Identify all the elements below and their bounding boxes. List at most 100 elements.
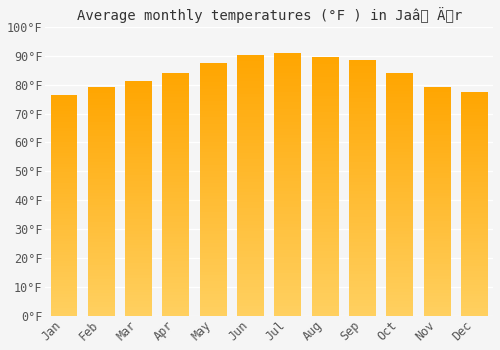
Bar [349,233,376,236]
Bar [424,135,450,138]
Bar [386,206,413,210]
Bar [125,166,152,169]
Bar [88,313,115,316]
Bar [125,189,152,193]
Bar [274,138,301,142]
Bar [424,261,450,264]
Bar [274,135,301,138]
Bar [50,167,78,169]
Bar [461,126,488,129]
Bar [424,236,450,239]
Bar [461,140,488,143]
Bar [50,214,78,216]
Bar [237,244,264,247]
Bar [162,103,190,106]
Bar [424,267,450,270]
Bar [461,260,488,263]
Bar [125,225,152,228]
Bar [200,265,226,269]
Bar [237,117,264,120]
Bar [162,252,190,255]
Bar [88,273,115,276]
Bar [461,129,488,132]
Bar [461,196,488,199]
Bar [424,153,450,155]
Bar [349,118,376,121]
Bar [237,156,264,159]
Bar [274,89,301,92]
Bar [88,310,115,313]
Bar [125,210,152,213]
Bar [237,130,264,133]
Bar [386,146,413,149]
Bar [50,177,78,181]
Bar [162,243,190,246]
Bar [312,287,338,290]
Bar [88,93,115,96]
Bar [312,232,338,235]
Bar [88,253,115,256]
Bar [200,92,226,95]
Bar [200,237,226,240]
Bar [386,137,413,140]
Bar [125,201,152,204]
Bar [88,130,115,133]
Bar [461,95,488,98]
Bar [349,191,376,195]
Bar [237,283,264,287]
Bar [461,282,488,285]
Bar [386,258,413,261]
Bar [125,295,152,298]
Bar [461,307,488,310]
Bar [274,211,301,214]
Bar [349,271,376,274]
Bar [386,273,413,276]
Bar [424,270,450,273]
Bar [200,139,226,142]
Bar [125,269,152,272]
Bar [386,201,413,204]
Bar [461,170,488,174]
Bar [386,82,413,85]
Bar [200,111,226,114]
Bar [461,148,488,151]
Bar [237,296,264,300]
Bar [424,112,450,116]
Bar [200,253,226,256]
Bar [349,309,376,313]
Bar [349,153,376,156]
Bar [386,231,413,234]
Bar [200,136,226,139]
Bar [162,240,190,243]
Bar [349,236,376,239]
Bar [349,162,376,166]
Bar [312,138,338,141]
Bar [200,79,226,83]
Bar [274,214,301,217]
Bar [312,264,338,267]
Bar [125,81,152,84]
Bar [200,133,226,136]
Bar [50,291,78,294]
Bar [88,304,115,307]
Bar [162,149,190,152]
Bar [461,112,488,115]
Bar [237,290,264,293]
Bar [237,169,264,173]
Bar [386,276,413,280]
Bar [274,306,301,309]
Bar [88,265,115,267]
Bar [312,306,338,309]
Bar [349,105,376,108]
Bar [88,204,115,208]
Bar [461,226,488,229]
Bar [237,71,264,75]
Bar [125,216,152,219]
Bar [461,162,488,165]
Bar [125,107,152,110]
Bar [200,76,226,79]
Bar [461,218,488,221]
Bar [461,252,488,254]
Bar [200,193,226,196]
Bar [162,231,190,234]
